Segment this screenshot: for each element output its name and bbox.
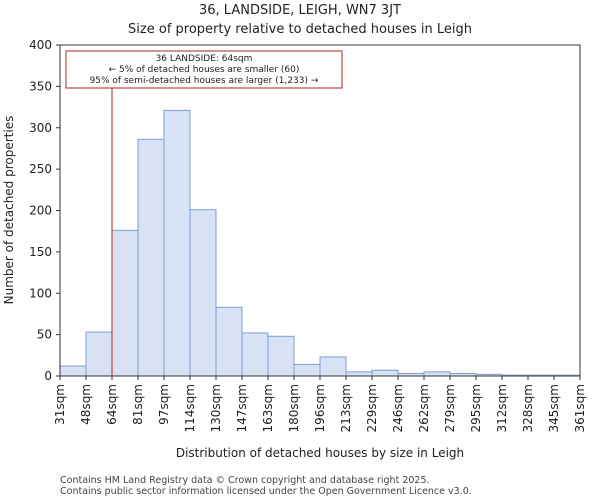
footer-line-1: Contains HM Land Registry data © Crown c… [60, 475, 430, 486]
chart-subtitle: Size of property relative to detached ho… [128, 22, 472, 37]
x-tick-label: 279sqm [443, 384, 457, 432]
x-tick-label: 328sqm [521, 384, 535, 432]
bar [189, 209, 217, 377]
x-tick-label: 147sqm [235, 384, 249, 432]
bar [111, 229, 139, 377]
x-tick-label: 97sqm [157, 384, 171, 425]
bar [319, 356, 347, 377]
y-tick-label: 250 [29, 162, 52, 176]
x-axis-ticks: 31sqm 48sqm 64sqm 81sqm 97sqm 114sqm 130sqm 147… [53, 376, 587, 432]
x-tick-label: 262sqm [417, 384, 431, 432]
y-tick-label: 50 [37, 328, 52, 342]
annotation-box [65, 50, 343, 89]
x-tick-label: 114sqm [183, 384, 197, 432]
bar [241, 332, 269, 377]
x-tick-label: 213sqm [339, 384, 353, 432]
y-tick-label: 100 [29, 286, 52, 300]
annotation-line-1: 36 LANDSIDE: 64sqm [156, 54, 253, 64]
y-tick-label: 300 [29, 121, 52, 135]
bar [371, 369, 399, 377]
x-tick-label: 163sqm [261, 384, 275, 432]
bar [163, 109, 191, 377]
bar [59, 365, 87, 377]
bar [137, 138, 165, 377]
bar [293, 363, 321, 377]
y-tick-label: 200 [29, 204, 52, 218]
y-tick-label: 400 [29, 38, 52, 52]
x-tick-label: 361sqm [573, 384, 587, 432]
bar [215, 306, 243, 377]
x-tick-label: 229sqm [365, 384, 379, 432]
x-axis-label: Distribution of detached houses by size … [176, 446, 464, 460]
x-tick-label: 31sqm [53, 384, 67, 425]
x-tick-label: 64sqm [105, 384, 119, 425]
x-tick-label: 295sqm [469, 384, 483, 432]
bar [267, 335, 295, 377]
annotation-line-2: ← 5% of detached houses are smaller (60) [109, 65, 300, 75]
x-tick-label: 48sqm [79, 384, 93, 425]
bar [85, 331, 113, 377]
y-axis-label: Number of detached properties [2, 116, 16, 305]
y-tick-label: 350 [29, 79, 52, 93]
annotation-line-3: 95% of semi-detached houses are larger (… [90, 76, 319, 86]
chart-title: 36, LANDSIDE, LEIGH, WN7 3JT [199, 3, 401, 18]
x-tick-label: 81sqm [131, 384, 145, 425]
x-tick-label: 246sqm [391, 384, 405, 432]
x-tick-label: 180sqm [287, 384, 301, 432]
x-tick-label: 345sqm [547, 384, 561, 432]
x-tick-label: 312sqm [495, 384, 509, 432]
plot-frame [59, 44, 581, 377]
y-axis-ticks: 0 50 100 150 200 250 300 350 400 [29, 38, 60, 383]
footer-line-2: Contains public sector information licen… [60, 486, 472, 497]
bars [59, 109, 581, 377]
bar [345, 371, 373, 377]
y-tick-label: 0 [44, 369, 52, 383]
y-tick-label: 150 [29, 245, 52, 259]
bar [423, 371, 451, 377]
x-tick-label: 196sqm [313, 384, 327, 432]
x-tick-label: 130sqm [209, 384, 223, 432]
